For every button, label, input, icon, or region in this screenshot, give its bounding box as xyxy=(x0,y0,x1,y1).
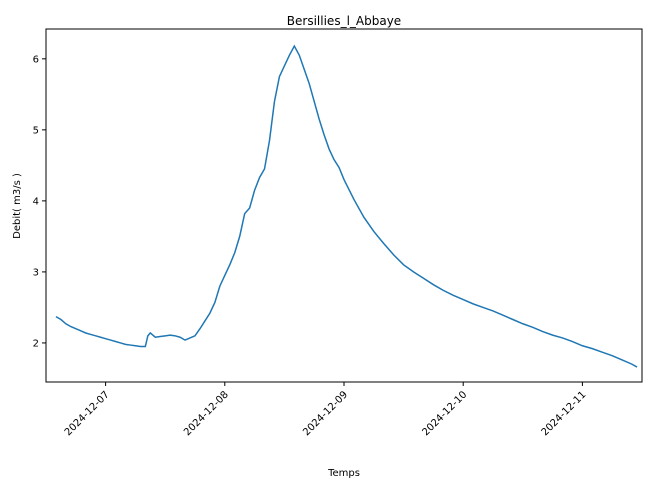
y-axis: 2 3 4 5 6 xyxy=(33,54,46,349)
plot-frame xyxy=(45,28,643,383)
x-axis: 2024-12-07 2024-12-08 2024-12-09 2024-12-10… xyxy=(63,382,589,438)
y-tick-label: 3 xyxy=(33,267,39,278)
series-line-0 xyxy=(55,44,638,368)
y-tick-label: 5 xyxy=(33,125,39,136)
x-tick-label: 2024-12-07 xyxy=(63,389,112,438)
y-tick-label: 4 xyxy=(33,196,39,207)
x-tick-label: 2024-12-09 xyxy=(301,389,350,438)
x-tick-label: 2024-12-10 xyxy=(420,389,469,438)
x-axis-label: Temps xyxy=(327,468,360,479)
plot-area xyxy=(55,44,638,368)
y-tick-label: 6 xyxy=(33,54,39,65)
y-axis-label: Debit( m3/s ) xyxy=(12,173,23,239)
y-tick-label: 2 xyxy=(33,338,39,349)
chart-title: Bersillies_l_Abbaye xyxy=(287,14,401,28)
x-tick-label: 2024-12-08 xyxy=(182,389,231,438)
x-tick-label: 2024-12-11 xyxy=(540,389,589,438)
